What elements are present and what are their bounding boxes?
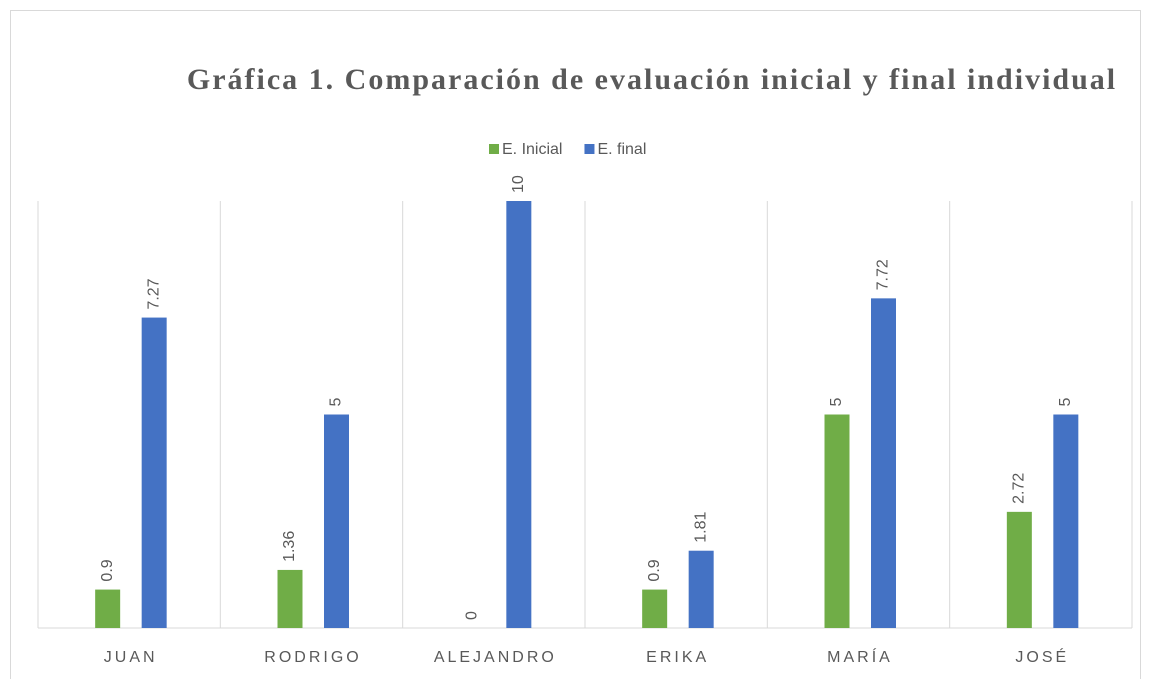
chart-border — [10, 10, 1141, 679]
data-label: 0 — [464, 611, 481, 620]
x-tick-label: ERIKA — [646, 649, 709, 666]
data-label: 10 — [510, 175, 527, 193]
bar — [141, 317, 167, 628]
data-label: 1.36 — [281, 531, 298, 562]
bar — [95, 589, 121, 628]
data-label: 0.9 — [99, 559, 116, 581]
bar — [1053, 414, 1079, 628]
data-label: 5 — [828, 398, 845, 407]
bar — [506, 201, 532, 628]
x-tick-label: JUAN — [104, 649, 158, 666]
x-tick-label: RODRIGO — [264, 649, 361, 666]
data-label: 2.72 — [1011, 473, 1028, 504]
legend-label: E. final — [597, 141, 646, 158]
data-label: 0.9 — [646, 559, 663, 581]
legend-label: E. Inicial — [502, 141, 562, 158]
bar — [324, 414, 349, 628]
data-label: 7.27 — [145, 278, 162, 309]
bar — [688, 550, 714, 628]
legend-swatch — [584, 144, 595, 154]
data-label: 1.81 — [692, 511, 709, 542]
x-tick-label: JOSÉ — [1015, 647, 1069, 666]
legend-swatch — [489, 144, 499, 154]
bar — [1006, 511, 1032, 628]
bar — [277, 569, 303, 628]
bar — [824, 414, 850, 628]
x-tick-label: MARÍA — [827, 647, 893, 666]
data-label: 7.72 — [875, 259, 892, 290]
bar — [642, 589, 668, 628]
data-label: 5 — [328, 398, 345, 407]
chart-title: Gráfica 1. Comparación de evaluación ini… — [186, 63, 1118, 96]
data-label: 5 — [1057, 398, 1074, 407]
bar — [871, 298, 896, 628]
x-tick-label: ALEJANDRO — [434, 649, 557, 666]
